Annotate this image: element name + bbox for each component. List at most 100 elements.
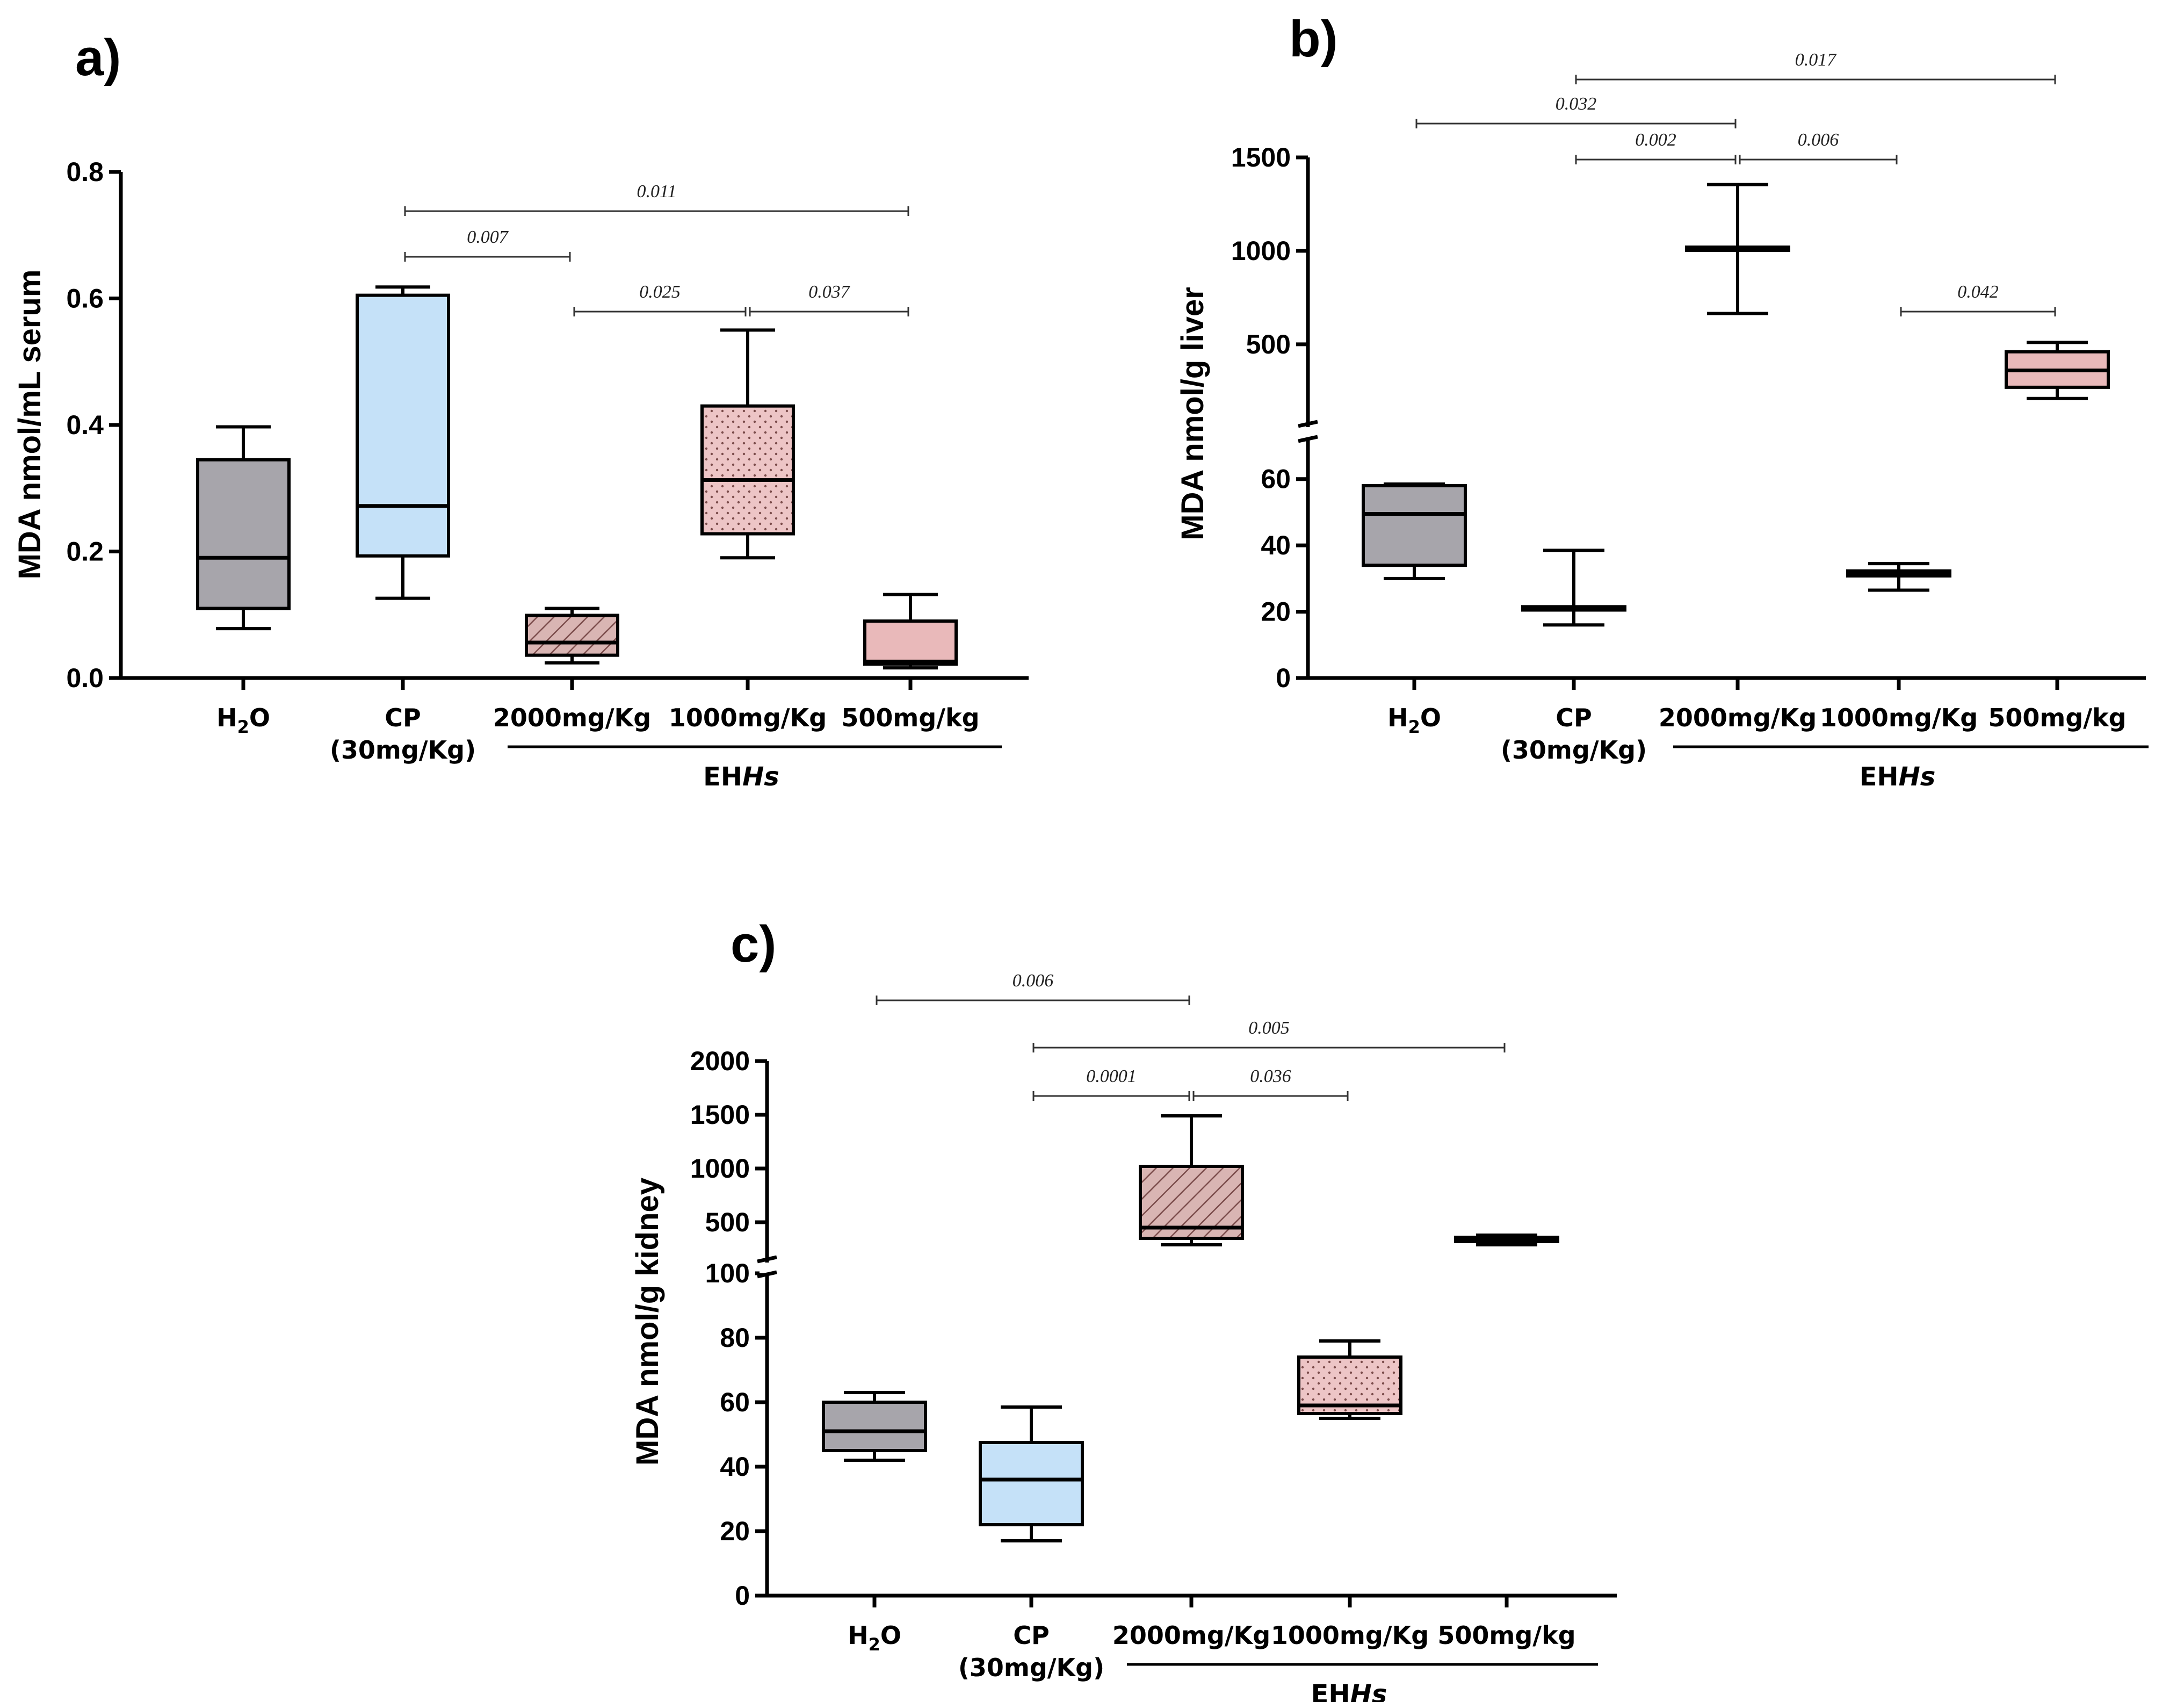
x-tick-label: 2000mg/Kg bbox=[1112, 1621, 1270, 1650]
x-tick-label: H2O bbox=[1387, 703, 1441, 737]
p-value-label: 0.032 bbox=[1556, 94, 1597, 114]
box-h2o bbox=[196, 425, 291, 631]
y-tick-label: 500 bbox=[705, 1207, 750, 1237]
x-tick-label: 500mg/kg bbox=[1437, 1621, 1575, 1650]
y-tick-label: 100 bbox=[705, 1258, 750, 1288]
box-h2o bbox=[1362, 482, 1467, 580]
group-label: EHHs bbox=[703, 762, 779, 792]
p-value-label: 0.002 bbox=[1635, 130, 1676, 150]
x-tick-label: 1000mg/Kg bbox=[1271, 1621, 1429, 1650]
comparison-bracket: 0.002 bbox=[1575, 130, 1737, 164]
y-tick-label: 0.8 bbox=[66, 157, 104, 187]
comparison-bracket: 0.0001 bbox=[1032, 1066, 1190, 1101]
box-iqr bbox=[822, 1401, 927, 1452]
comparison-bracket: 0.036 bbox=[1192, 1066, 1349, 1101]
comparison-bracket: 0.042 bbox=[1900, 282, 2056, 316]
panel-a-ylabel: MDA nmol/mL serum bbox=[12, 270, 47, 580]
x-tick-label: H2O bbox=[216, 703, 270, 737]
box-iqr bbox=[979, 1441, 1084, 1526]
x-tick-label: 500mg/kg bbox=[841, 703, 979, 732]
p-value-label: 0.005 bbox=[1248, 1018, 1290, 1038]
axis-break-gap bbox=[1300, 427, 1315, 438]
y-tick-label: 60 bbox=[1261, 464, 1291, 494]
y-tick-label: 0.6 bbox=[66, 284, 104, 314]
p-value-label: 0.042 bbox=[1957, 282, 1999, 302]
panel-b-letter: b) bbox=[1289, 10, 1338, 68]
box-1000mg/kg bbox=[1297, 1339, 1402, 1420]
p-value-label: 0.0001 bbox=[1086, 1066, 1137, 1086]
axis-break-gap bbox=[760, 1263, 775, 1273]
y-tick-label: 40 bbox=[1261, 530, 1291, 560]
panel-b-liver: b) MDA nmol/g liver 0 20 40 60 500 1000 1500 H2… bbox=[1175, 10, 2149, 792]
x-tick-label: H2O bbox=[848, 1621, 901, 1655]
axis-break-mark bbox=[1298, 435, 1318, 443]
y-tick-label: 0 bbox=[1276, 663, 1291, 693]
group-label: EHHs bbox=[1311, 1679, 1387, 1702]
comparison-bracket: 0.025 bbox=[573, 282, 747, 316]
box-cp bbox=[1521, 549, 1626, 627]
comparison-bracket: 0.011 bbox=[404, 182, 909, 216]
y-tick-label: 80 bbox=[720, 1323, 750, 1353]
y-tick-label: 60 bbox=[720, 1387, 750, 1417]
y-tick-label: 0.4 bbox=[66, 410, 104, 440]
y-tick-label: 40 bbox=[720, 1452, 750, 1482]
p-value-label: 0.006 bbox=[1798, 130, 1839, 150]
p-value-label: 0.036 bbox=[1250, 1066, 1291, 1086]
panel-c-ylabel: MDA nmol/g kidney bbox=[630, 1178, 665, 1466]
x-tick-label: CP (30mg/Kg) bbox=[958, 1621, 1104, 1682]
x-tick-label: CP (30mg/Kg) bbox=[330, 703, 476, 765]
box-iqr bbox=[700, 404, 795, 536]
comparison-bracket: 0.005 bbox=[1032, 1018, 1506, 1052]
y-tick-label: 500 bbox=[1246, 329, 1291, 359]
comparison-bracket: 0.037 bbox=[749, 282, 909, 316]
y-tick-label: 0 bbox=[735, 1581, 750, 1611]
panel-a-serum: a) MDA nmol/mL serum 0.0 0.2 0.4 0.6 0.8 H2O C… bbox=[12, 29, 1029, 792]
y-tick-label: 0.2 bbox=[66, 537, 104, 567]
x-tick-label: 1000mg/Kg bbox=[1820, 703, 1978, 732]
box-iqr bbox=[863, 619, 958, 666]
panel-b-ylabel: MDA nmol/g liver bbox=[1175, 287, 1210, 540]
axis-break-mark bbox=[757, 1270, 777, 1279]
box-cp bbox=[979, 1405, 1084, 1542]
p-value-label: 0.007 bbox=[467, 227, 509, 247]
box-iqr bbox=[525, 614, 619, 657]
comparison-bracket: 0.006 bbox=[1739, 130, 1898, 164]
p-value-label: 0.011 bbox=[637, 182, 677, 201]
comparison-bracket: 0.017 bbox=[1575, 50, 2056, 84]
y-tick-label: 1000 bbox=[1231, 236, 1291, 266]
box-h2o bbox=[822, 1391, 927, 1462]
box-500mg/kg bbox=[2005, 341, 2110, 400]
box-iqr bbox=[356, 293, 450, 558]
box-2000mg/kg bbox=[1139, 1114, 1244, 1246]
box-iqr bbox=[196, 458, 291, 610]
comparison-bracket: 0.007 bbox=[404, 227, 571, 262]
x-tick-label: CP (30mg/Kg) bbox=[1501, 703, 1647, 765]
box-1000mg/kg bbox=[1846, 562, 1951, 592]
panel-c-letter: c) bbox=[731, 915, 776, 973]
group-label: EHHs bbox=[1860, 762, 1936, 792]
x-tick-label: 500mg/kg bbox=[1988, 703, 2126, 732]
box-2000mg/kg bbox=[525, 607, 619, 665]
panel-b-plot: 0 20 40 60 500 1000 1500 H2O CP (30mg/Kg) 2000mg/K… bbox=[1231, 50, 2149, 792]
p-value-label: 0.006 bbox=[1013, 971, 1054, 991]
box-cp bbox=[356, 285, 450, 600]
box-500mg/kg bbox=[863, 593, 958, 670]
p-value-label: 0.037 bbox=[808, 282, 851, 302]
axis-break-mark bbox=[757, 1255, 777, 1264]
y-tick-label: 1500 bbox=[690, 1100, 750, 1130]
y-tick-label: 1000 bbox=[690, 1153, 750, 1184]
x-tick-label: 2000mg/Kg bbox=[493, 703, 651, 732]
box-iqr bbox=[1362, 484, 1467, 567]
comparison-bracket: 0.032 bbox=[1415, 94, 1737, 128]
panel-c-kidney: c) MDA nmol/g kidney 0 20 40 60 80 100 500 1000… bbox=[630, 915, 1617, 1702]
y-tick-label: 1500 bbox=[1231, 142, 1291, 172]
comparison-bracket: 0.006 bbox=[876, 971, 1190, 1005]
y-tick-label: 20 bbox=[720, 1516, 750, 1546]
p-value-label: 0.017 bbox=[1795, 50, 1838, 70]
axis-break-mark bbox=[1298, 420, 1318, 428]
y-tick-label: 2000 bbox=[690, 1046, 750, 1076]
y-tick-label: 20 bbox=[1261, 597, 1291, 627]
x-tick-label: 1000mg/Kg bbox=[669, 703, 827, 732]
panel-a-plot: 0.0 0.2 0.4 0.6 0.8 H2O CP (30mg/Kg) 2000mg/Kg 10… bbox=[66, 157, 1029, 792]
